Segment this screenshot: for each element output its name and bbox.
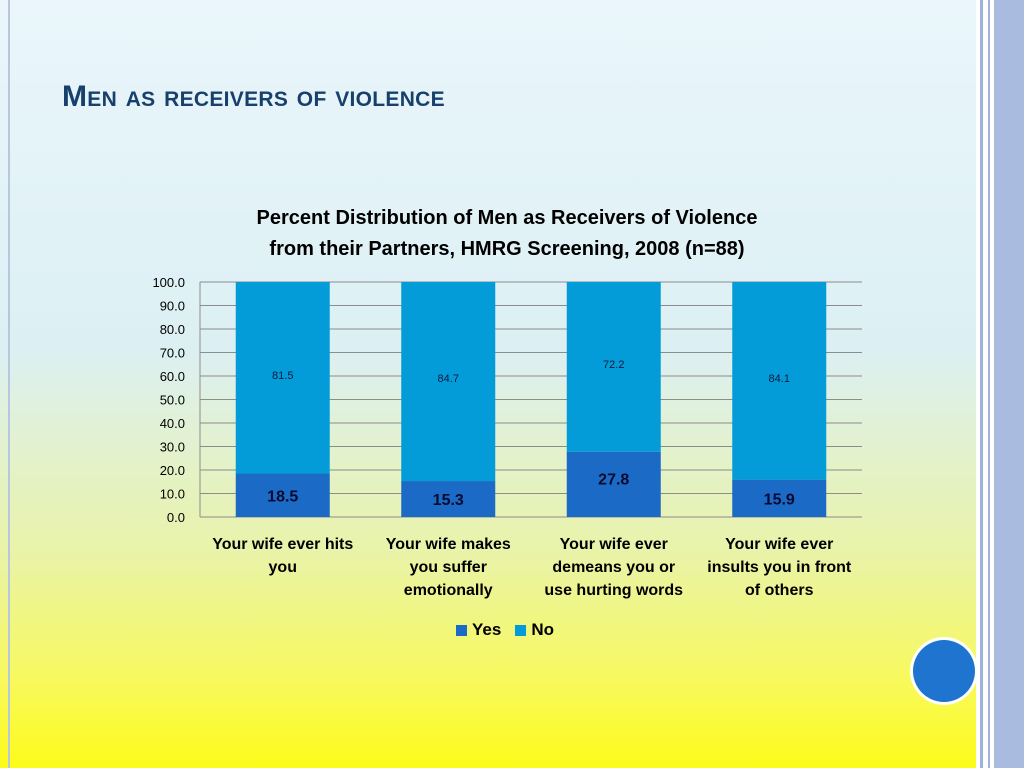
data-label-no: 81.5: [272, 370, 293, 382]
chart-title: Percent Distribution of Men as Receivers…: [200, 203, 814, 265]
right-decorative-band: [976, 0, 1024, 768]
y-tick-label: 100.0: [152, 275, 185, 290]
x-category-label: use hurting words: [544, 582, 683, 599]
y-tick-label: 70.0: [160, 346, 185, 361]
y-tick-label: 50.0: [160, 393, 185, 408]
chart-title-line-2: from their Partners, HMRG Screening, 200…: [269, 238, 745, 260]
left-border-rule: [8, 0, 10, 768]
x-category-label: insults you in front: [707, 559, 852, 576]
x-category-label: you suffer: [410, 559, 487, 576]
legend-label-yes: Yes: [472, 620, 502, 639]
y-tick-label: 30.0: [160, 440, 185, 455]
data-label-no: 84.7: [438, 373, 459, 385]
bar-yes-2: [401, 481, 496, 517]
data-label-yes: 18.5: [267, 488, 298, 505]
x-category-label: you: [269, 559, 297, 576]
bar-no-4: [732, 282, 827, 480]
x-category-label: emotionally: [404, 582, 493, 599]
chart-title-line-1: Percent Distribution of Men as Receivers…: [256, 207, 758, 229]
legend-item-no: No: [515, 620, 554, 640]
data-label-yes: 15.9: [764, 491, 795, 508]
x-category-label: demeans you or: [552, 559, 675, 576]
y-tick-label: 20.0: [160, 463, 185, 478]
legend-item-yes: Yes: [456, 620, 501, 640]
legend-swatch-no: [515, 624, 527, 636]
data-label-no: 84.1: [769, 373, 790, 385]
legend-swatch-yes: [456, 624, 467, 636]
bar-no-3: [566, 282, 661, 452]
y-tick-label: 60.0: [160, 369, 185, 384]
y-tick-label: 90.0: [160, 299, 185, 314]
y-tick-label: 0.0: [167, 510, 185, 525]
bar-no-1: [235, 282, 330, 474]
data-label-no: 72.2: [603, 359, 624, 371]
y-tick-label: 40.0: [160, 416, 185, 431]
data-label-yes: 27.8: [598, 471, 629, 488]
x-category-label: Your wife ever: [725, 536, 833, 553]
x-category-label: Your wife ever hits: [212, 536, 353, 553]
y-tick-label: 10.0: [160, 487, 185, 502]
bar-no-2: [401, 282, 496, 482]
bar-yes-3: [566, 451, 661, 517]
data-label-yes: 15.3: [433, 492, 464, 509]
bar-yes-4: [732, 479, 827, 517]
legend-label-no: No: [531, 620, 554, 639]
x-category-label: Your wife makes: [386, 536, 511, 553]
x-category-label: of others: [745, 582, 814, 599]
slide-title: Men as receivers of violence: [62, 80, 445, 113]
y-tick-label: 80.0: [160, 322, 185, 337]
x-category-label: Your wife ever: [560, 536, 668, 553]
filled-circle-icon: [913, 640, 975, 702]
bar-yes-1: [235, 473, 330, 517]
chart-legend: Yes No: [456, 620, 554, 640]
